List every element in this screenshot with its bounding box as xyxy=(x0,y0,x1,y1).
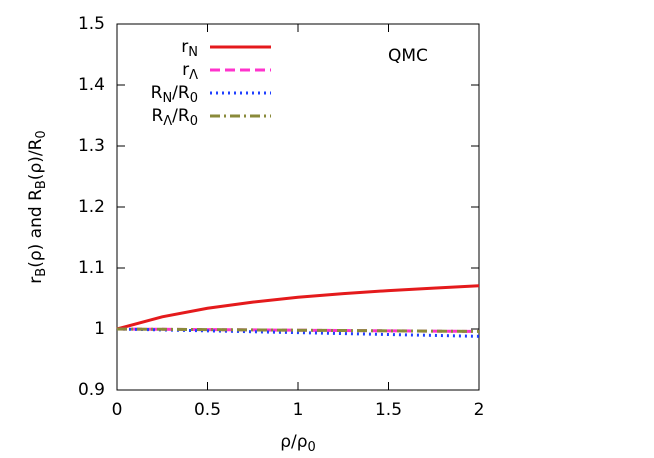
data-line xyxy=(116,284,480,331)
y-axis-label: rB​(ρ) and RB​(ρ)/R0​ xyxy=(26,130,49,283)
legend-label: RΛ​/R0​ xyxy=(151,106,198,129)
data-line xyxy=(116,327,480,333)
y-tick-label: 0.9 xyxy=(78,380,105,400)
x-tick-label: 1.5 xyxy=(375,400,402,420)
annotation: QMC xyxy=(388,46,428,66)
y-tick-label: 1.1 xyxy=(78,258,105,278)
x-tick-label: 0.5 xyxy=(194,400,221,420)
y-tick-label: 1 xyxy=(94,319,105,339)
x-axis-label: ρ/ρ0​ xyxy=(280,432,316,455)
legend-label: rN​ xyxy=(181,37,198,60)
y-tick-label: 1.3 xyxy=(78,136,105,156)
x-tick-label: 1 xyxy=(293,400,304,420)
x-tick-label: 0 xyxy=(112,400,123,420)
legend-label: rΛ​ xyxy=(182,60,198,83)
y-tick-label: 1.5 xyxy=(78,14,105,34)
legend-label: RN​/R0​ xyxy=(151,83,198,106)
y-tick-label: 1.2 xyxy=(78,197,105,217)
y-tick-label: 1.4 xyxy=(78,75,105,95)
x-tick-label: 2 xyxy=(474,400,485,420)
